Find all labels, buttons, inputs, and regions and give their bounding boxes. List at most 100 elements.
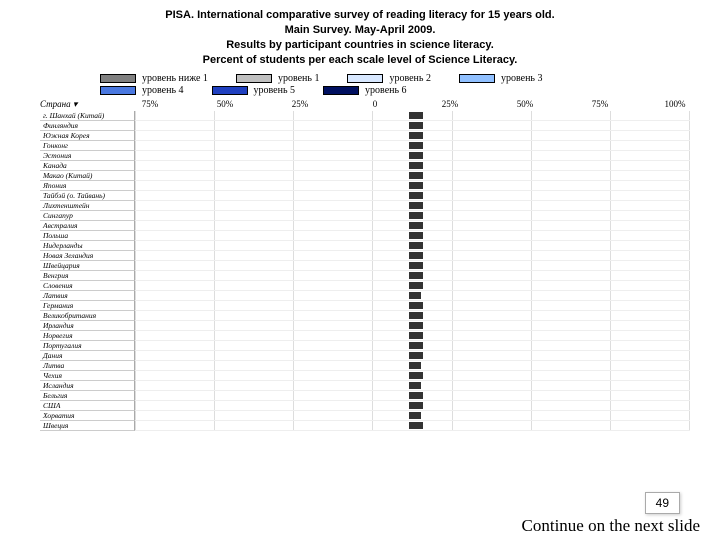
bar-positive [413, 362, 421, 369]
bar-positive [413, 342, 423, 349]
bar-cell [135, 161, 690, 171]
country-label: США [40, 401, 135, 411]
table-row: Канада [40, 161, 690, 171]
country-label: Литва [40, 361, 135, 371]
bar-positive [413, 312, 423, 319]
bar-segment [421, 262, 423, 269]
slide: PISA. International comparative survey o… [0, 0, 720, 540]
bar-segment [419, 382, 421, 389]
bar-positive [413, 422, 423, 429]
country-label: Ирландия [40, 321, 135, 331]
country-label: Норвегия [40, 331, 135, 341]
country-label: г. Шанхай (Китай) [40, 111, 135, 121]
chart-area: г. Шанхай (Китай)ФинляндияЮжная КореяГон… [0, 111, 720, 431]
bar-cell [135, 341, 690, 351]
table-row: Макао (Китай) [40, 171, 690, 181]
bar-segment [421, 342, 423, 349]
bar-cell [135, 121, 690, 131]
bar-positive [413, 302, 423, 309]
table-row: Бельгия [40, 391, 690, 401]
bar-segment [421, 242, 423, 249]
axis-tick: 50% [210, 99, 240, 110]
bar-positive [413, 212, 423, 219]
legend-item: уровень 3 [459, 73, 543, 84]
bar-positive [413, 142, 423, 149]
table-row: Гонконг [40, 141, 690, 151]
bar-segment [419, 412, 421, 419]
table-row: Швеция [40, 421, 690, 431]
bar-segment [421, 172, 423, 179]
bar-cell [135, 141, 690, 151]
title-block: PISA. International comparative survey o… [0, 0, 720, 71]
country-label: Латвия [40, 291, 135, 301]
table-row: Польша [40, 231, 690, 241]
bar-cell [135, 301, 690, 311]
country-label: Португалия [40, 341, 135, 351]
country-label: Бельгия [40, 391, 135, 401]
bar-cell [135, 171, 690, 181]
bar-segment [421, 142, 423, 149]
bar-cell [135, 321, 690, 331]
bar-segment [421, 112, 423, 119]
bar-positive [413, 352, 423, 359]
title-line-2: Main Survey. May-April 2009. [40, 23, 680, 38]
bar-segment [421, 352, 423, 359]
bar-positive [413, 322, 423, 329]
legend-item: уровень 5 [212, 85, 296, 96]
table-row: Дания [40, 351, 690, 361]
legend-swatch [100, 86, 136, 95]
table-row: Венгрия [40, 271, 690, 281]
bar-cell [135, 381, 690, 391]
bar-positive [413, 262, 423, 269]
table-row: Южная Корея [40, 131, 690, 141]
title-line-3: Results by participant countries in scie… [40, 38, 680, 53]
country-label: Гонконг [40, 141, 135, 151]
legend-label: уровень 6 [365, 85, 407, 96]
country-label: Сингапур [40, 211, 135, 221]
bar-cell [135, 251, 690, 261]
bar-positive [413, 372, 423, 379]
bar-segment [421, 372, 423, 379]
table-row: Новая Зеландия [40, 251, 690, 261]
legend-swatch [347, 74, 383, 83]
bar-segment [421, 402, 423, 409]
legend-label: уровень 2 [389, 73, 431, 84]
bar-positive [413, 232, 423, 239]
bar-positive [413, 122, 423, 129]
bar-segment [419, 362, 421, 369]
table-row: Нидерланды [40, 241, 690, 251]
legend-swatch [212, 86, 248, 95]
country-label: Словения [40, 281, 135, 291]
bar-cell [135, 371, 690, 381]
country-label: Лихтенштейн [40, 201, 135, 211]
table-row: Сингапур [40, 211, 690, 221]
bar-cell [135, 411, 690, 421]
table-row: Тайбэй (о. Тайвань) [40, 191, 690, 201]
legend-label: уровень 5 [254, 85, 296, 96]
axis-tick: 50% [510, 99, 540, 110]
table-row: Великобритания [40, 311, 690, 321]
country-label: Польша [40, 231, 135, 241]
bar-cell [135, 331, 690, 341]
legend-item: уровень 2 [347, 73, 431, 84]
table-row: Эстония [40, 151, 690, 161]
bar-positive [413, 272, 423, 279]
country-label: Финляндия [40, 121, 135, 131]
axis-tick: 0 [360, 99, 390, 110]
table-row: Чехия [40, 371, 690, 381]
table-row: Швейцария [40, 261, 690, 271]
bar-segment [421, 202, 423, 209]
bar-positive [413, 252, 423, 259]
bar-positive [413, 162, 423, 169]
bar-segment [421, 392, 423, 399]
bar-cell [135, 421, 690, 431]
legend-item: уровень 1 [236, 73, 320, 84]
bar-segment [421, 332, 423, 339]
country-label: Канада [40, 161, 135, 171]
bar-cell [135, 111, 690, 121]
bar-cell [135, 291, 690, 301]
country-label: Макао (Китай) [40, 171, 135, 181]
country-label: Южная Корея [40, 131, 135, 141]
bar-segment [421, 282, 423, 289]
bar-positive [413, 402, 423, 409]
